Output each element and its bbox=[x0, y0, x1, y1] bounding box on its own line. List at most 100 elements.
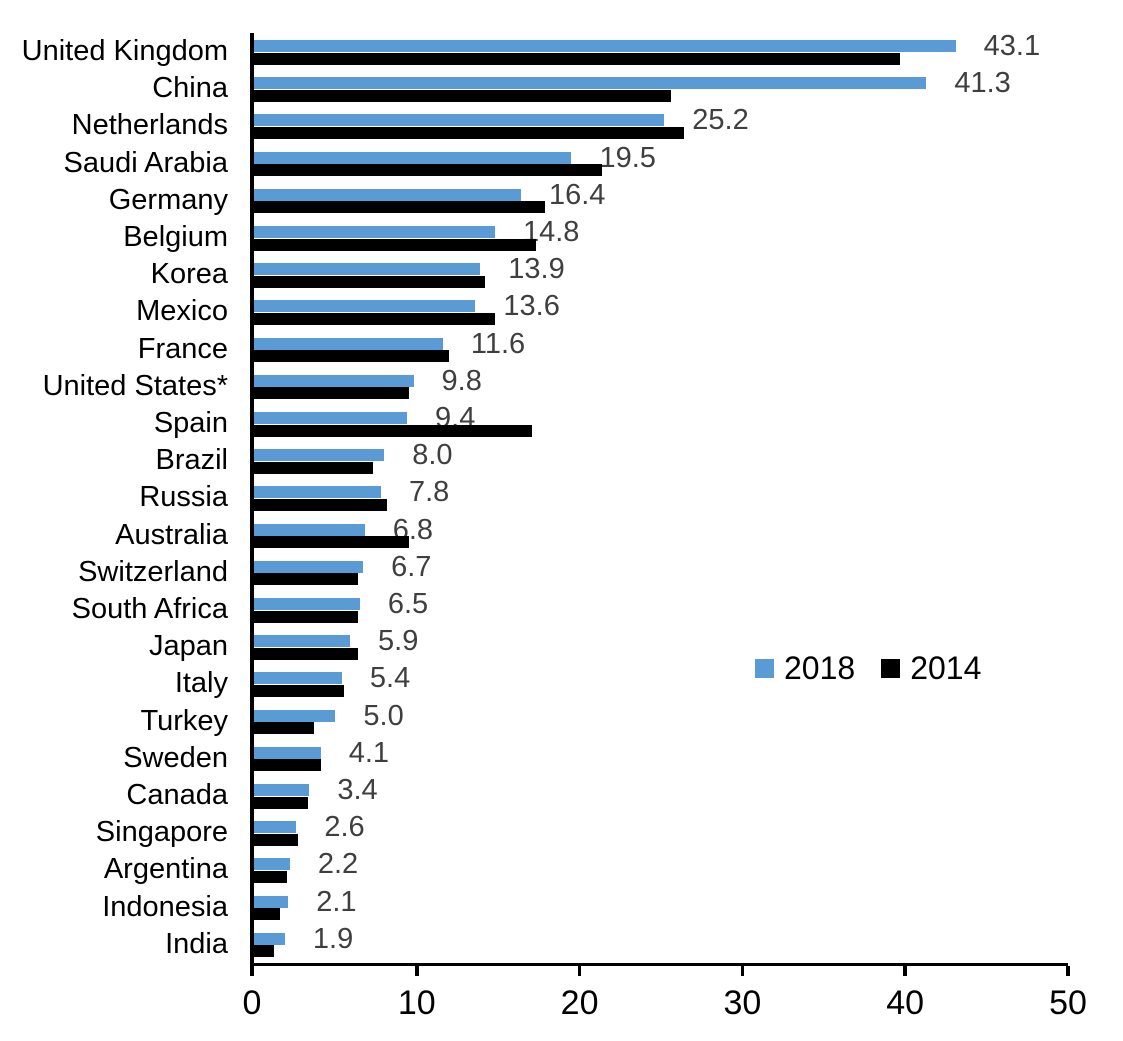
value-label: 8.0 bbox=[412, 439, 453, 472]
bar-row: 2.1 bbox=[254, 885, 1068, 926]
bar-row: 6.7 bbox=[254, 550, 1068, 591]
bar-2018 bbox=[254, 151, 572, 164]
bar-2014 bbox=[254, 945, 274, 958]
bar-2018 bbox=[254, 449, 385, 462]
bar-row: 2.6 bbox=[254, 811, 1068, 851]
bar-2014 bbox=[254, 164, 603, 177]
bar-2014 bbox=[254, 684, 344, 697]
value-label: 16.4 bbox=[548, 178, 606, 211]
bar-2014 bbox=[254, 461, 373, 474]
bar-2014 bbox=[254, 796, 308, 809]
x-axis-tick-label: 20 bbox=[560, 984, 599, 1022]
category-label: Sweden bbox=[123, 741, 228, 774]
bar-2018 bbox=[254, 560, 364, 573]
bar-2014 bbox=[254, 350, 450, 363]
bar-2018 bbox=[254, 523, 365, 536]
bar-2018 bbox=[254, 635, 351, 648]
x-axis-tick bbox=[250, 966, 254, 976]
value-label: 2.1 bbox=[316, 885, 357, 918]
bar-2014 bbox=[254, 387, 409, 400]
value-label: 5.0 bbox=[363, 699, 404, 732]
bar-2018 bbox=[254, 300, 476, 313]
bar-row: 5.9 bbox=[254, 626, 1068, 665]
bar-2018 bbox=[254, 746, 321, 759]
x-axis-tick-label: 50 bbox=[1049, 984, 1087, 1022]
category-label: Netherlands bbox=[71, 109, 228, 142]
x-axis-tick bbox=[1066, 966, 1070, 976]
bar-2014 bbox=[254, 833, 298, 846]
value-label: 43.1 bbox=[983, 30, 1041, 62]
bar-2014 bbox=[254, 722, 315, 735]
bar-row: 3.4 bbox=[254, 774, 1068, 814]
bar-2014 bbox=[254, 424, 533, 437]
bar-2014 bbox=[254, 647, 359, 660]
value-label: 1.9 bbox=[312, 922, 354, 955]
bar-2018 bbox=[254, 114, 665, 127]
bar-row: 41.3 bbox=[254, 67, 1068, 107]
bar-2018 bbox=[254, 77, 927, 90]
bar-2018 bbox=[254, 188, 521, 201]
bar-row: 6.5 bbox=[254, 589, 1068, 628]
legend-label-2018: 2018 bbox=[784, 650, 856, 686]
value-label: 2.6 bbox=[324, 811, 365, 844]
bar-2018 bbox=[254, 672, 342, 685]
value-label: 13.9 bbox=[508, 253, 565, 286]
value-label: 2.2 bbox=[317, 848, 359, 881]
bar-row: 2.2 bbox=[254, 848, 1068, 888]
legend-item-2014: 2014 bbox=[881, 651, 981, 685]
x-axis-tick-label: 10 bbox=[397, 984, 436, 1022]
bar-2014 bbox=[254, 908, 281, 921]
bar-2014 bbox=[254, 201, 546, 214]
x-axis-tick-label: 0 bbox=[242, 984, 262, 1022]
value-label: 3.4 bbox=[337, 774, 378, 806]
bar-2018 bbox=[254, 784, 310, 796]
value-label: 6.7 bbox=[391, 550, 432, 583]
category-label: Australia bbox=[115, 518, 228, 551]
category-label: China bbox=[152, 72, 228, 105]
bar-2014 bbox=[254, 498, 388, 511]
category-label: South Africa bbox=[71, 593, 228, 625]
bar-2014 bbox=[254, 275, 486, 288]
bar-row: 25.2 bbox=[254, 104, 1068, 144]
bar-row: 19.5 bbox=[254, 143, 1068, 182]
bar-2014 bbox=[254, 238, 536, 251]
bar-2018 bbox=[254, 858, 290, 871]
category-label: Italy bbox=[174, 667, 228, 700]
bar-row: 7.8 bbox=[254, 476, 1068, 516]
category-label: Russia bbox=[139, 481, 228, 514]
value-label: 9.8 bbox=[441, 364, 482, 397]
bar-row: 5.4 bbox=[254, 662, 1068, 702]
bar-2018 bbox=[254, 412, 408, 424]
x-axis-tick-label: 40 bbox=[886, 984, 925, 1022]
bar-2018 bbox=[254, 263, 481, 276]
bar-2014 bbox=[254, 89, 671, 102]
bar-2018 bbox=[254, 486, 381, 499]
value-label: 5.4 bbox=[369, 662, 411, 695]
bar-row: 13.6 bbox=[254, 291, 1068, 330]
value-label: 4.1 bbox=[348, 736, 390, 769]
bar-2018 bbox=[254, 895, 289, 908]
category-label: Japan bbox=[148, 630, 228, 663]
legend-item-2018: 2018 bbox=[755, 651, 855, 685]
value-label: 7.8 bbox=[408, 476, 450, 509]
bar-2018 bbox=[254, 932, 285, 945]
category-label: Turkey bbox=[140, 704, 228, 737]
bar-row: 9.4 bbox=[254, 403, 1068, 442]
bar-row: 43.1 bbox=[254, 30, 1068, 70]
bar-row: 14.8 bbox=[254, 217, 1068, 256]
bar-2014 bbox=[254, 536, 409, 549]
value-label: 41.3 bbox=[954, 67, 1011, 100]
bar-2018 bbox=[254, 374, 414, 387]
plot-area: 43.1 41.3 25.2 19.5 16.4 14.8 13.9 13.6 11.6 9.8 9… bbox=[243, 30, 1087, 1022]
x-axis-tick bbox=[740, 966, 745, 976]
category-label: Spain bbox=[153, 407, 228, 439]
x-axis-tick bbox=[415, 966, 419, 976]
bar-2018 bbox=[254, 709, 336, 722]
category-label: Korea bbox=[150, 258, 228, 291]
x-axis-tick bbox=[903, 966, 907, 976]
bar-2014 bbox=[254, 870, 287, 883]
bar-row: 1.9 bbox=[254, 922, 1068, 963]
value-label: 25.2 bbox=[692, 104, 749, 137]
legend: 2018 2014 bbox=[755, 651, 981, 685]
bar-2014 bbox=[254, 610, 359, 623]
